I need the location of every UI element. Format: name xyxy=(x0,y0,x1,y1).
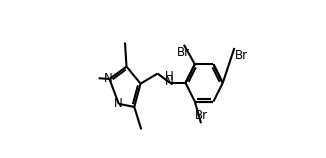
Text: N: N xyxy=(165,75,173,88)
Text: Br: Br xyxy=(177,46,190,59)
Text: Br: Br xyxy=(195,109,208,122)
Text: Br: Br xyxy=(235,49,248,62)
Text: N: N xyxy=(113,97,122,109)
Text: H: H xyxy=(165,70,173,83)
Text: N: N xyxy=(104,72,113,85)
